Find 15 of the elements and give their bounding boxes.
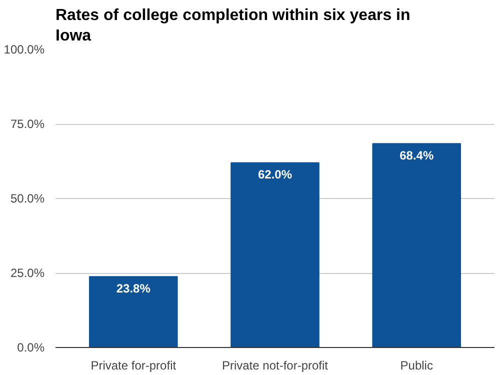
data-label: 62.0% (258, 168, 292, 182)
bar (372, 143, 462, 348)
y-tick-label: 100.0% (4, 42, 45, 56)
x-tick-label: Public (400, 358, 433, 372)
chart-title: Rates of college completion within six years in Iowa (56, 7, 410, 44)
bar (88, 276, 178, 348)
x-tick-label: Private not-for-profit (222, 358, 329, 372)
bar (230, 162, 320, 348)
data-label: 68.4% (400, 148, 434, 163)
y-tick-label: 50.0% (10, 192, 45, 206)
x-tick-label: Private for-profit (90, 358, 177, 372)
data-label: 23.8% (116, 282, 151, 296)
y-tick-label: 25.0% (10, 266, 45, 280)
y-tick-label: 0.0% (17, 340, 45, 354)
y-tick-label: 75.0% (10, 117, 45, 131)
